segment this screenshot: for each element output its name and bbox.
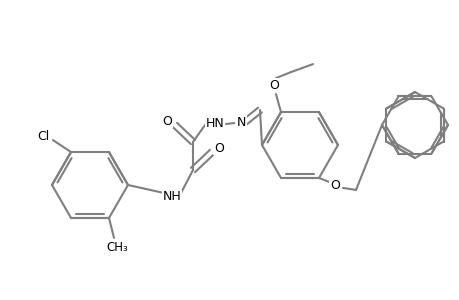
Text: O: O <box>269 79 278 92</box>
Text: N: N <box>236 116 245 128</box>
Text: O: O <box>162 115 172 128</box>
Text: Cl: Cl <box>37 130 49 142</box>
Text: NH: NH <box>162 190 181 203</box>
Text: HN: HN <box>205 116 224 130</box>
Text: O: O <box>213 142 224 154</box>
Text: O: O <box>330 179 339 192</box>
Text: CH₃: CH₃ <box>106 242 128 254</box>
